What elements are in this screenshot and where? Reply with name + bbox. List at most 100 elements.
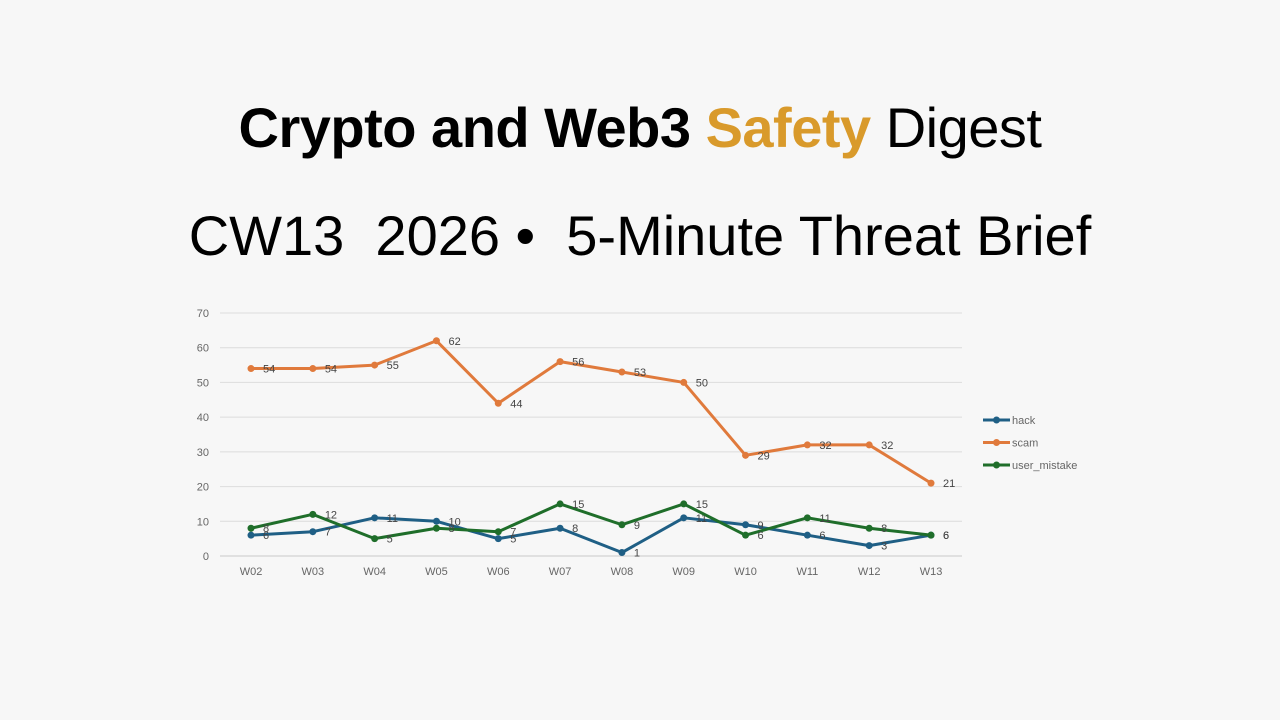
page-title: Crypto and Web3 Safety Digest [0,92,1280,164]
x-tick-label: W13 [920,566,943,578]
legend-label: hack [1012,415,1036,427]
data-point [803,441,811,449]
x-axis: W02 W03 W04 W05 W06 W07 W08 W09 W10 W11 W12 W13 [240,566,943,578]
data-point [432,337,440,345]
x-tick-label: W06 [487,566,510,578]
data-label: 56 [572,357,584,369]
data-point [865,441,873,449]
data-point [865,524,873,532]
data-label: 9 [758,520,764,532]
data-label: 8 [263,523,269,535]
data-label: 8 [572,523,578,535]
data-label: 8 [448,523,454,535]
data-label: 50 [696,377,708,389]
data-point [309,365,317,373]
x-tick-label: W07 [549,566,572,578]
data-point [494,528,502,536]
data-label: 6 [943,530,949,542]
data-point [803,514,811,522]
y-tick-label: 30 [197,447,209,459]
legend-item-user_mistake: user_mistake [983,460,1077,472]
x-tick-label: W04 [363,566,386,578]
legend-marker-icon [993,416,1000,424]
data-label: 6 [943,530,949,542]
data-label: 15 [696,499,708,511]
y-tick-label: 10 [197,516,209,528]
data-label: 7 [325,527,331,539]
series-line [250,502,932,541]
data-label: 7 [510,527,516,539]
y-axis: 0 10 20 30 40 50 60 70 [197,308,209,563]
data-point [618,549,626,557]
legend-item-hack: hack [983,415,1036,427]
data-point [371,361,379,369]
x-tick-label: W05 [425,566,448,578]
data-point [680,514,688,522]
data-label: 21 [943,478,955,490]
data-point [618,368,626,376]
data-label: 15 [572,499,584,511]
data-label: 32 [881,440,893,452]
x-tick-label: W09 [672,566,695,578]
x-tick-label: W02 [240,566,263,578]
title-part1: Crypto and Web3 [238,96,706,159]
data-label: 6 [263,530,269,542]
y-tick-label: 50 [197,377,209,389]
data-label: 44 [510,398,522,410]
title-part2: Digest [870,96,1042,159]
data-label: 6 [819,530,825,542]
x-tick-label: W10 [734,566,757,578]
data-point [927,531,935,539]
data-label: 54 [325,364,337,376]
data-point [309,510,317,518]
data-point [247,365,255,373]
legend-label: scam [1012,438,1038,450]
data-label: 11 [387,513,398,525]
x-tick-label: W12 [858,566,881,578]
data-point [247,531,255,539]
data-point [247,524,255,532]
data-label: 54 [263,364,275,376]
data-label: 12 [325,509,337,521]
data-point [927,479,935,487]
data-point [680,500,688,508]
data-label: 1 [634,548,640,560]
legend-marker-icon [993,439,1000,446]
data-point [494,399,502,407]
data-label: 5 [510,534,516,546]
data-label: 62 [448,336,460,348]
x-tick-label: W03 [302,566,325,578]
data-point [556,500,564,508]
data-label: 3 [881,541,887,553]
data-label: 32 [819,440,831,452]
title-accent: Safety [705,96,872,159]
y-tick-label: 0 [203,551,209,563]
data-point [371,514,379,522]
data-point [371,535,379,543]
x-tick-label: W08 [611,566,634,578]
x-tick-label: W11 [796,566,818,578]
y-tick-label: 40 [197,412,209,424]
data-point [865,542,873,550]
legend-item-scam: scam [983,438,1038,450]
data-point [556,358,564,366]
y-tick-label: 60 [197,343,209,355]
data-label: 11 [696,513,707,525]
data-label: 29 [758,450,770,462]
series-line [250,516,932,555]
chart-grid [220,312,962,557]
data-label: 8 [881,523,887,535]
data-label: 53 [634,367,646,379]
data-label: 5 [387,534,393,546]
y-tick-label: 20 [197,482,209,494]
y-tick-label: 70 [197,308,209,320]
data-point [494,535,502,543]
data-point [432,524,440,532]
data-point [556,524,564,532]
data-point [742,521,750,529]
chart-legend: hack scam user_mistake [983,415,1077,472]
data-label: 10 [448,516,460,528]
